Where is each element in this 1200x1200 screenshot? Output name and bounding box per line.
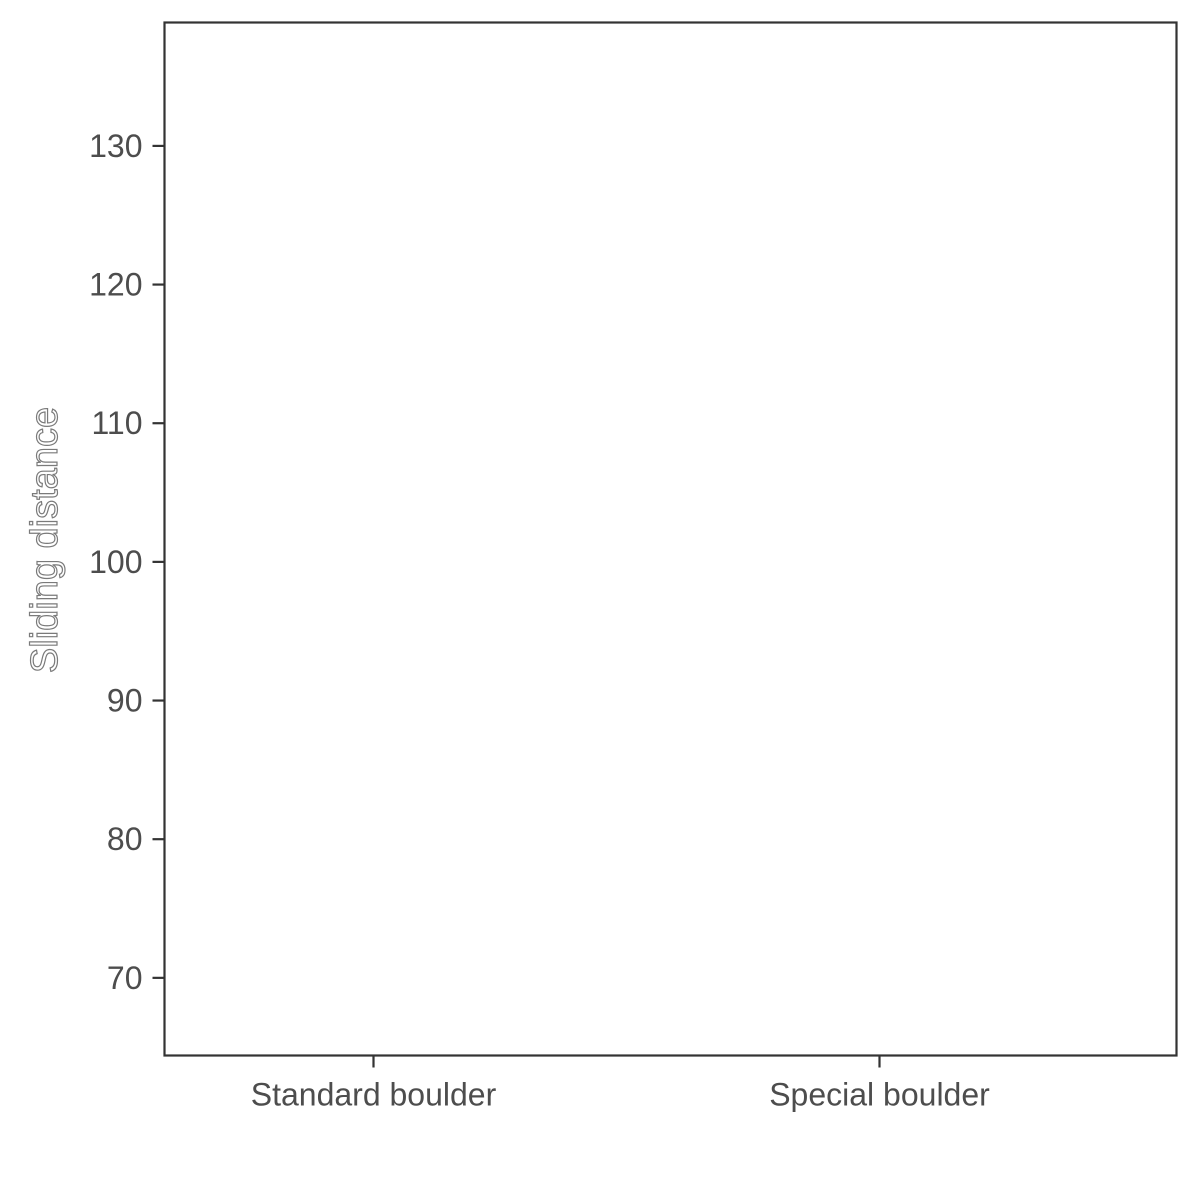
y-tick-label: 120 (89, 267, 142, 303)
x-axis: Standard boulder Special boulder (251, 1055, 990, 1113)
y-tick-label: 90 (107, 683, 143, 719)
x-tick-label: Standard boulder (251, 1077, 497, 1113)
y-tick-label: 130 (89, 128, 142, 164)
y-tick-label: 110 (91, 405, 142, 441)
y-tick-label: 80 (107, 821, 143, 857)
y-axis: 70 80 90 100 110 120 130 (89, 128, 165, 996)
y-tick-label: 100 (89, 544, 142, 580)
y-tick-label: 70 (107, 960, 143, 996)
x-tick-label: Special boulder (769, 1077, 990, 1113)
y-axis-title: Sliding distance (24, 407, 66, 673)
plot-panel (163, 21, 1178, 1057)
